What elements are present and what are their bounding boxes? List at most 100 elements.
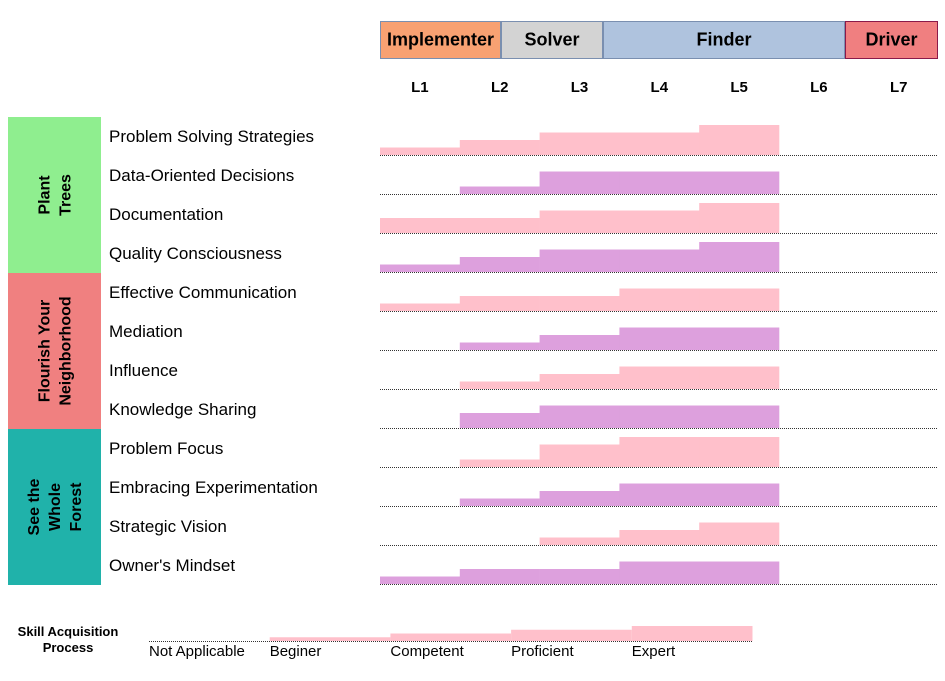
legend-item-label: Proficient [511,643,574,660]
role-label-implementer: Implementer [387,30,494,50]
skill-level-bar [699,171,780,194]
role-box-implementer [380,21,501,59]
skill-level-bar [539,210,620,233]
level-label-l2: L2 [491,79,509,96]
skill-level-bar [459,296,540,311]
skill-level-bar [619,561,700,584]
role-label-driver: Driver [865,30,917,50]
skill-level-bar [539,132,620,155]
skill-level-bar [459,257,540,272]
role-label-finder: Finder [696,30,751,50]
skill-level-bar [539,374,620,389]
role-header: Implementer Solver Finder Driver [380,21,938,59]
skill-rows: Problem Solving Strategies Data-Oriented … [109,125,938,585]
skill-level-bar [699,437,780,467]
legend-item-label: Expert [632,643,676,660]
skill-level-bar [539,335,620,350]
legend-item-label: Beginer [270,643,322,660]
skill-level-bar [699,288,780,311]
skill-level-bar [699,327,780,350]
skill-level-bar [380,264,461,272]
skill-level-bar [539,444,620,467]
skill-label: Problem Focus [109,439,223,458]
skill-level-bar [699,522,780,545]
level-label-l3: L3 [571,79,589,96]
skill-level-bar [619,366,700,389]
skill-level-bar [619,210,700,233]
group-band-2 [8,273,101,429]
skill-level-bar [699,366,780,389]
skill-level-bar [539,249,620,272]
skill-level-bar [539,569,620,584]
skill-label: Influence [109,361,178,380]
skill-level-bar [380,576,461,584]
level-header: L1 L2 L3 L4 L5 L6 L7 [411,79,907,96]
skill-label: Mediation [109,322,183,341]
level-label-l7: L7 [890,79,908,96]
skill-label: Knowledge Sharing [109,400,256,419]
skill-level-bar [380,218,461,233]
skill-level-bar [619,437,700,467]
legend-title: Skill Acquisition Process [18,624,119,655]
level-label-l1: L1 [411,79,429,96]
skill-level-bar [619,530,700,545]
skill-level-bar [699,125,780,155]
skill-label: Effective Communication [109,283,297,302]
skill-level-bar [539,171,620,194]
skill-level-bar [380,147,461,155]
skill-level-bar [380,303,461,311]
level-label-l5: L5 [730,79,748,96]
skill-level-bar [619,405,700,428]
skill-level-bar [699,203,780,233]
role-box-driver [845,21,938,59]
legend-item-label: Competent [390,643,464,660]
skill-label: Data-Oriented Decisions [109,166,294,185]
skill-level-bar [699,242,780,272]
skill-level-bar [459,218,540,233]
legend-swatch [631,626,753,641]
group-label-3: See the Whole Forest [26,478,85,535]
skill-level-bar [539,537,620,545]
group-band-1 [8,117,101,273]
skill-level-bar [459,381,540,389]
group-label-1: Plant Trees [37,174,75,216]
skill-level-bar [459,186,540,194]
role-label-solver: Solver [524,30,579,50]
skill-label: Embracing Experimentation [109,478,318,497]
legend-swatch [390,633,512,641]
skill-level-bar [699,483,780,506]
skill-label: Owner's Mindset [109,556,235,575]
legend-swatch [269,637,391,641]
skill-level-bar [619,288,700,311]
skill-groups: Plant Trees Flourish Your Neighborhood See t… [8,117,101,585]
skill-level-bar [619,132,700,155]
skill-level-bar [459,459,540,467]
skill-level-bar [539,405,620,428]
skill-level-bar [539,491,620,506]
skill-label: Strategic Vision [109,517,227,536]
skill-level-bar [459,413,540,428]
skill-level-bar [459,498,540,506]
legend: Skill Acquisition Process Not Applicable Be… [18,624,753,660]
skill-label: Documentation [109,205,223,224]
level-label-l6: L6 [810,79,828,96]
role-box-finder [603,21,845,59]
skill-level-bar [699,561,780,584]
group-label-2: Flourish Your Neighborhood [37,296,75,405]
level-label-l4: L4 [651,79,669,96]
skill-level-bar [619,327,700,350]
skill-level-bar [459,342,540,350]
skill-label: Quality Consciousness [109,244,282,263]
legend-item-label: Not Applicable [149,643,245,660]
skill-level-bar [459,140,540,155]
skill-level-bar [619,171,700,194]
skill-level-bar [539,296,620,311]
group-band-3 [8,429,101,585]
legend-swatch [511,629,632,641]
role-box-solver [501,21,603,59]
skill-level-bar [619,249,700,272]
skill-label: Problem Solving Strategies [109,127,314,146]
skill-level-bar [619,483,700,506]
skill-level-bar [699,405,780,428]
